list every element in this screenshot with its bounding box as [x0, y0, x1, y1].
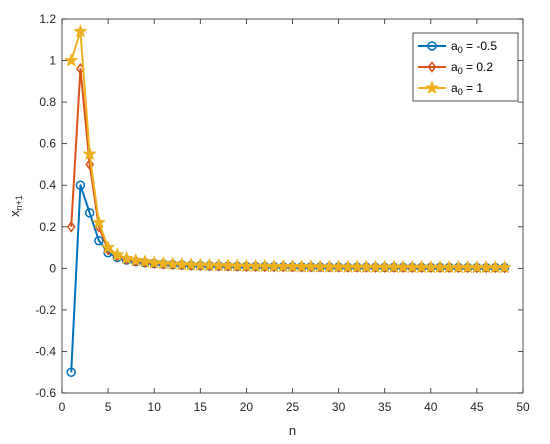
- x-tick-label: 20: [240, 400, 254, 414]
- legend-marker: [427, 41, 437, 51]
- series-1-point: [84, 208, 95, 218]
- y-tick-label: -0.6: [35, 386, 56, 400]
- legend-label: a0 = 0.2: [451, 60, 493, 76]
- series-3-point: [138, 254, 152, 268]
- series-layer: [64, 24, 512, 377]
- legend: a0 = -0.5a0 = 0.2a0 = 1: [412, 32, 519, 102]
- series-3-point: [73, 24, 88, 38]
- x-tick-label: 30: [332, 400, 346, 414]
- y-axis-title: xn+1: [7, 195, 24, 217]
- y-axis-title-subscript: n+1: [14, 195, 24, 210]
- y-tick-label: -0.4: [35, 344, 56, 358]
- legend-label-base: a: [451, 81, 458, 95]
- series-1-point: [66, 367, 76, 377]
- y-tick-label: -0.2: [35, 303, 56, 317]
- y-axis-title-base: x: [7, 210, 22, 217]
- series-3-point: [147, 255, 161, 269]
- series-3-point: [119, 251, 134, 265]
- y-tick-label: 0.6: [39, 137, 56, 151]
- series-3: [64, 24, 512, 274]
- legend-label: a0 = 1: [451, 81, 483, 97]
- legend-label-subscript: 0: [458, 66, 463, 76]
- legend-label-base: a: [451, 39, 458, 53]
- x-axis-title: n: [289, 423, 296, 438]
- y-tick-label: 0.8: [39, 95, 56, 109]
- x-tick-label: 0: [59, 400, 66, 414]
- x-tick-label: 35: [378, 400, 392, 414]
- x-tick-label: 50: [516, 400, 530, 414]
- x-tick-label: 25: [286, 400, 300, 414]
- series-3-point: [497, 260, 512, 274]
- legend-label-rest: = 1: [463, 81, 484, 95]
- x-tick-label: 10: [148, 400, 162, 414]
- series-3-point: [83, 147, 97, 160]
- y-axis-ticks: -0.6 -0.4 -0.2 0 0.2 0.4 0.6 0.8 1 1.2: [35, 12, 523, 400]
- legend-label-base: a: [451, 60, 458, 74]
- legend-label-rest: = -0.5: [463, 39, 498, 53]
- legend-marker: [425, 81, 439, 94]
- legend-label-subscript: 0: [458, 45, 463, 55]
- series-3-point: [166, 257, 180, 270]
- series-3-point: [156, 256, 171, 270]
- legend-label-rest: = 0.2: [463, 60, 494, 74]
- series-2-point: [66, 220, 76, 233]
- x-tick-label: 15: [194, 400, 208, 414]
- x-tick-label: 40: [424, 400, 438, 414]
- x-axis-ticks: 0 5 10 15 20 25 30 35 40 45 50: [59, 19, 530, 414]
- legend-entry-1: a0 = -0.5: [418, 39, 497, 55]
- y-tick-label: 0.2: [39, 220, 56, 234]
- legend-entry-3: a0 = 1: [418, 81, 483, 97]
- x-tick-label: 5: [105, 400, 112, 414]
- series-3-point: [129, 253, 143, 267]
- y-tick-label: 0: [49, 261, 56, 275]
- series-2-point: [85, 158, 95, 171]
- y-tick-label: 1.2: [39, 12, 56, 26]
- legend-label-subscript: 0: [458, 87, 463, 97]
- y-tick-label: 1: [49, 54, 56, 68]
- series-3-point: [175, 257, 189, 271]
- series-3-point: [101, 240, 115, 254]
- legend-label: a0 = -0.5: [451, 39, 497, 55]
- series-3-point: [92, 215, 106, 229]
- series-1-point: [94, 235, 104, 246]
- y-tick-label: 0.4: [39, 178, 56, 192]
- series-3-point: [64, 53, 78, 67]
- legend-entry-2: a0 = 0.2: [418, 60, 493, 76]
- x-tick-label: 45: [470, 400, 484, 414]
- legend-marker: [427, 61, 437, 73]
- series-3-point: [110, 247, 124, 261]
- series-1-point: [75, 180, 86, 190]
